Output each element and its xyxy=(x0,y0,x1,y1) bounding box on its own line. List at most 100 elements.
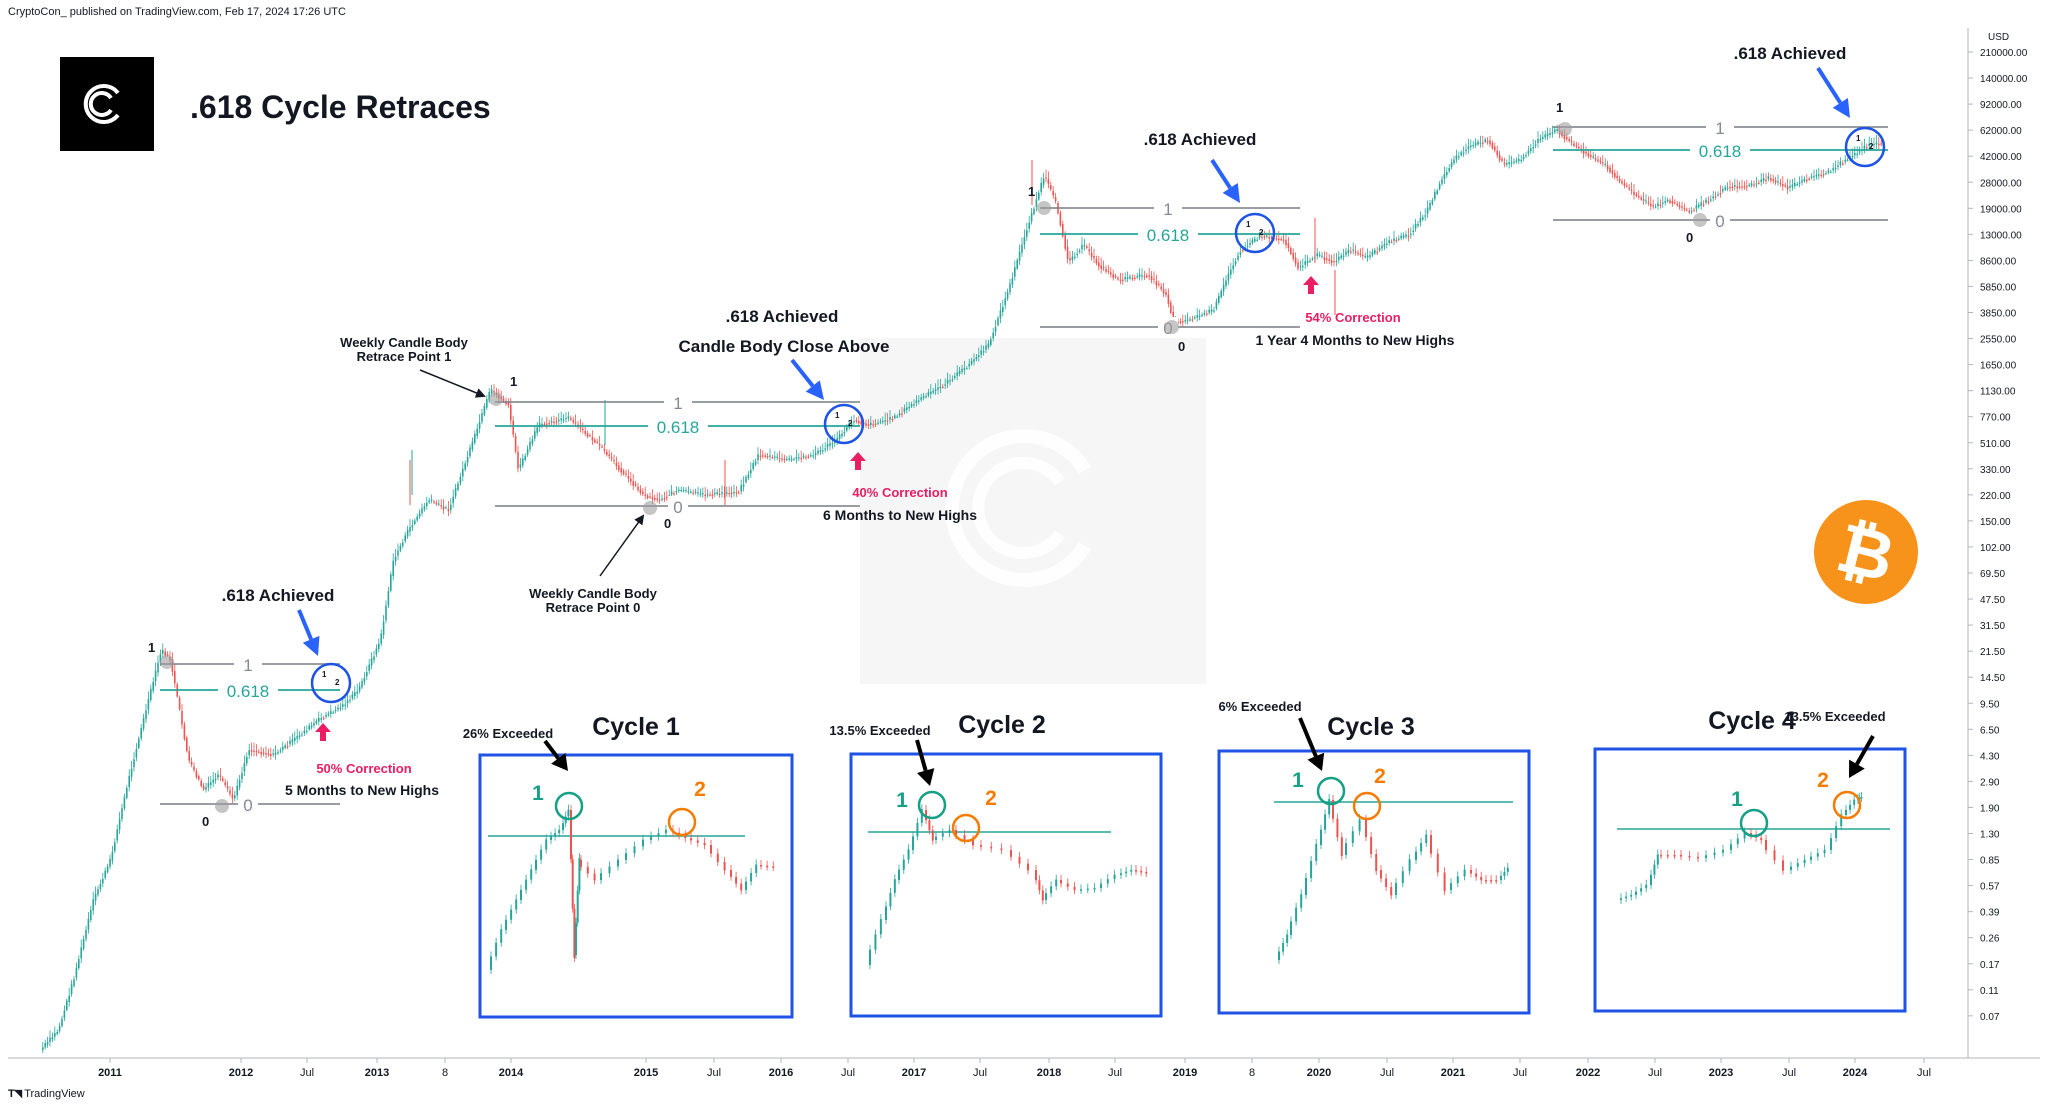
candle-body xyxy=(615,462,618,467)
candle-body xyxy=(1803,178,1806,182)
candle-body xyxy=(51,1037,54,1040)
time-tick-label: 2011 xyxy=(98,1067,122,1079)
candle-body xyxy=(1556,129,1558,131)
candle-body xyxy=(1165,291,1167,296)
inset-candle-body xyxy=(963,835,966,841)
candle-body xyxy=(1438,184,1441,189)
inset-candle-body xyxy=(573,908,576,958)
candle-body xyxy=(1306,260,1309,264)
candle-body xyxy=(1047,179,1050,184)
candle-body xyxy=(1357,252,1359,255)
candle-body xyxy=(937,387,939,390)
inset-candle-body xyxy=(1645,884,1648,889)
candle-body xyxy=(1546,133,1549,137)
retrace-point-1-label: Weekly Candle Body xyxy=(340,335,468,350)
candle-body xyxy=(1213,310,1215,312)
inset-candle-body xyxy=(554,833,557,837)
candle-body xyxy=(1378,247,1381,251)
time-axis[interactable]: 2011 2012 Jul 2013 8 2014 2015 Jul 2016 Jul 2017 Ju… xyxy=(98,1058,1931,1079)
candle-body xyxy=(1654,206,1657,208)
candle-body xyxy=(471,441,474,450)
candle-body xyxy=(1549,132,1551,135)
candle-body xyxy=(1650,203,1652,206)
price-tick-label: 21.50 xyxy=(1980,647,2005,658)
inset-candle-body xyxy=(1310,861,1313,878)
candle-body xyxy=(378,643,380,650)
candle-body xyxy=(118,818,121,830)
candle-body xyxy=(1227,273,1230,281)
circle-label-2: 2 xyxy=(1259,228,1264,237)
candle-body xyxy=(1693,210,1695,212)
candle-body xyxy=(622,470,625,475)
candle-body xyxy=(706,494,709,496)
candle-body xyxy=(128,775,130,788)
candle-body xyxy=(121,808,123,820)
candle-body xyxy=(709,494,711,496)
inset-point-1-circle xyxy=(1739,808,1769,838)
candle-body xyxy=(920,397,922,400)
candle-body xyxy=(714,493,716,495)
candle-body xyxy=(1323,257,1326,261)
achieved-arrowhead-icon xyxy=(302,635,320,656)
inset-candle-body xyxy=(1290,921,1292,935)
fib-retracement-2011: 1 0.618 0 1 0 xyxy=(148,640,340,829)
candle-body xyxy=(997,318,999,326)
candle-body xyxy=(1594,157,1597,160)
candle-body xyxy=(843,432,846,434)
time-tick-label: 2014 xyxy=(499,1067,524,1079)
candle-body xyxy=(133,759,135,768)
candle-body xyxy=(1515,160,1518,162)
candle-body xyxy=(1858,151,1861,153)
candle-body xyxy=(238,779,241,788)
candle-body xyxy=(1170,302,1172,313)
candle-body xyxy=(1194,317,1196,319)
price-tick-label: 69.50 xyxy=(1980,569,2005,580)
inset-candle-body xyxy=(525,879,528,890)
inset-candle-body xyxy=(1408,859,1411,872)
candle-body xyxy=(406,529,409,537)
inset-candle-body xyxy=(515,899,518,910)
candle-body xyxy=(1597,159,1599,161)
candle-body xyxy=(80,947,82,959)
candle-body xyxy=(260,752,262,755)
candle-body xyxy=(894,415,896,419)
candle-body xyxy=(1078,250,1081,253)
inset-candle-body xyxy=(571,859,574,909)
candle-body xyxy=(1578,147,1580,149)
inset-candle-body xyxy=(1722,849,1724,853)
candle-body xyxy=(1736,186,1738,189)
price-tick-label: 210000.00 xyxy=(1980,48,2028,59)
candle-body xyxy=(214,778,217,781)
achieved-arrow-icon xyxy=(297,609,313,641)
candle-body xyxy=(930,391,932,394)
fib-label-bg xyxy=(1138,224,1198,244)
inset-candle-body xyxy=(1630,894,1633,897)
candle-body xyxy=(450,504,452,510)
candle-body xyxy=(1388,240,1390,244)
price-axis[interactable]: 210000.00 140000.00 92000.00 62000.00 42000.… xyxy=(1968,48,2028,1023)
candle-body xyxy=(418,513,421,517)
achieved-circle: 12 xyxy=(823,403,865,445)
candle-body xyxy=(1566,137,1568,140)
candle-body xyxy=(733,491,735,494)
candle-body xyxy=(202,785,205,790)
candle-body xyxy=(1398,238,1400,240)
inset-candle-body xyxy=(617,859,619,867)
fib-label-bg xyxy=(1710,210,1730,230)
inset-candle-body xyxy=(1456,876,1459,884)
candle-body xyxy=(1038,192,1040,200)
inset-point-1-label: 1 xyxy=(1292,769,1304,792)
pivot-high-label: 1 xyxy=(1556,100,1563,115)
candle-body xyxy=(1040,182,1042,193)
inset-candle-body xyxy=(1380,870,1382,879)
candle-body xyxy=(1830,171,1832,173)
candle-body xyxy=(870,422,872,425)
candle-body xyxy=(1138,274,1141,277)
candle-body xyxy=(382,621,385,636)
candle-body xyxy=(241,772,243,780)
candle-body xyxy=(1345,251,1347,255)
candle-body xyxy=(1729,186,1731,189)
candle-body xyxy=(1424,215,1426,217)
price-tick-label: 0.17 xyxy=(1980,960,2000,971)
